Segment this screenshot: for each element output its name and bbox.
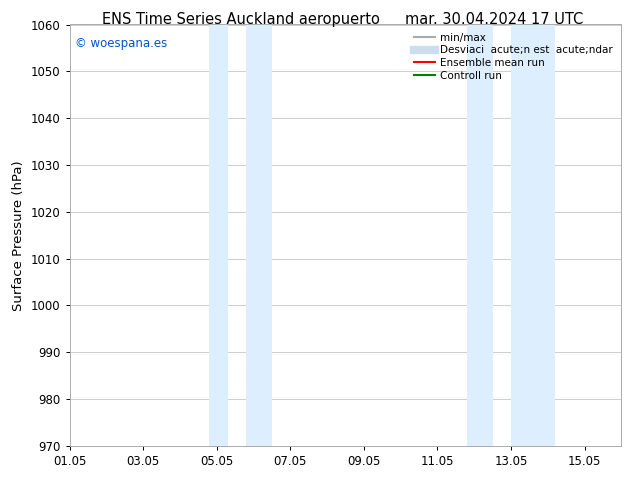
Y-axis label: Surface Pressure (hPa): Surface Pressure (hPa) — [13, 160, 25, 311]
Bar — [209, 24, 228, 446]
Text: © woespana.es: © woespana.es — [75, 37, 167, 50]
Bar — [246, 24, 272, 446]
Bar — [511, 24, 555, 446]
Text: ENS Time Series Auckland aeropuerto: ENS Time Series Auckland aeropuerto — [102, 12, 380, 27]
Bar — [467, 24, 493, 446]
Legend: min/max, Desviaci  acute;n est  acute;ndar, Ensemble mean run, Controll run: min/max, Desviaci acute;n est acute;ndar… — [411, 30, 616, 84]
Text: mar. 30.04.2024 17 UTC: mar. 30.04.2024 17 UTC — [405, 12, 584, 27]
